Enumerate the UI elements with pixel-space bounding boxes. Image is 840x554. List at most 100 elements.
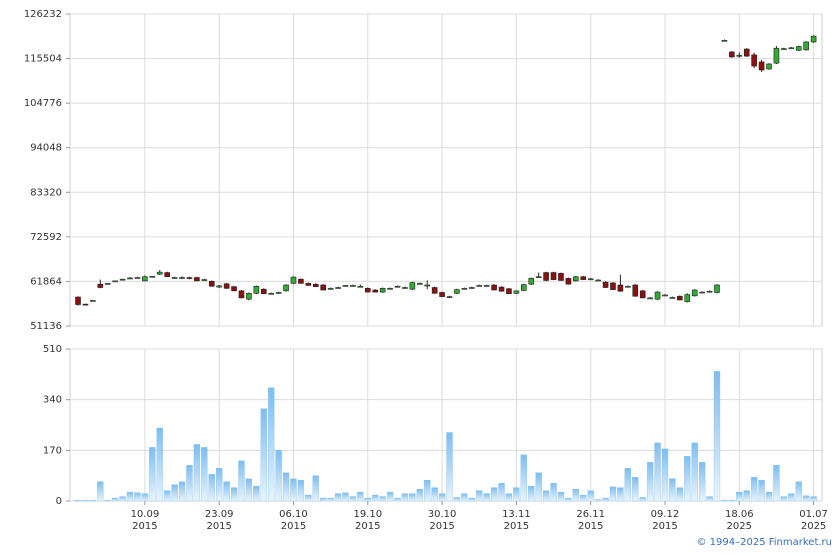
candle-body: [268, 293, 274, 295]
candle-body: [639, 290, 646, 299]
volume-bar: [82, 499, 89, 502]
candle-body: [758, 61, 765, 71]
y-tick-label: 94048: [30, 143, 62, 154]
volume-bar: [305, 494, 312, 502]
candle-body: [275, 292, 282, 294]
volume-bar: [245, 478, 253, 502]
candle-body: [684, 294, 691, 302]
volume-bar: [498, 482, 505, 502]
candle-body: [751, 54, 757, 67]
candle-body: [736, 54, 743, 57]
x-tick-label: 2025: [727, 521, 752, 532]
volume-bar: [528, 485, 535, 502]
volume-bar: [461, 493, 468, 502]
candle-body: [364, 288, 371, 293]
volume-bar: [639, 497, 646, 502]
x-tick-label: 2015: [652, 521, 677, 532]
volume-bar: [788, 493, 795, 502]
candle-body: [454, 289, 460, 294]
candle-body: [164, 272, 170, 278]
candle-body: [558, 273, 564, 281]
volume-bar: [713, 371, 721, 502]
volume-bar: [372, 494, 379, 502]
y2-tick-label: 170: [43, 445, 62, 456]
volume-bar: [253, 485, 260, 502]
panel-frame: [69, 13, 823, 327]
volume-bar: [468, 497, 475, 502]
x-tick-label: 18.06: [725, 509, 754, 520]
candle-body: [208, 280, 215, 287]
x-tick-label: 09.12: [651, 509, 680, 520]
candle-body: [424, 284, 431, 287]
credit: © 1994–2025 Finmarket.ru: [696, 537, 832, 548]
y2-tick-label: 0: [56, 496, 62, 507]
candle-body: [134, 277, 141, 279]
y-tick-label: 83320: [30, 187, 62, 198]
x-tick-label: 26.11: [576, 509, 605, 520]
candle-body: [491, 284, 497, 291]
candle-body: [625, 285, 631, 288]
candle-body: [810, 35, 817, 43]
candle-body: [535, 276, 542, 279]
candle-body: [699, 291, 705, 294]
x-tick-label: 13.11: [502, 509, 531, 520]
panel-frame: [69, 348, 823, 502]
candle-body: [766, 63, 772, 70]
candle-body: [112, 280, 118, 283]
volume-bar: [661, 448, 669, 502]
candle-body: [595, 279, 601, 282]
candle-body: [194, 277, 200, 282]
volume-bar: [275, 450, 282, 502]
volume-bar: [483, 493, 490, 502]
candle-body: [171, 277, 178, 279]
volume-bar: [320, 497, 327, 502]
volume-bar: [97, 481, 104, 502]
volume-bar: [691, 442, 698, 502]
x-tick-label: 2015: [504, 521, 529, 532]
volume-bar: [216, 468, 223, 502]
candle-body: [781, 48, 787, 50]
candle-body: [431, 287, 438, 294]
volume-bar: [349, 496, 357, 502]
candle-body: [290, 276, 297, 284]
candle-body: [543, 272, 549, 281]
candle-body: [669, 297, 676, 299]
candle-body: [231, 286, 237, 292]
volume-bar: [438, 493, 446, 502]
candle-body: [97, 283, 104, 288]
volume-bar: [572, 488, 579, 502]
candle-body: [677, 295, 683, 301]
volume-bar: [230, 487, 238, 502]
volume-bar: [379, 496, 386, 502]
candle-body: [350, 285, 356, 287]
candle-body: [387, 288, 393, 290]
candle-body: [90, 300, 96, 302]
x-tick-label: 23.09: [205, 509, 234, 520]
volume-bar: [810, 496, 817, 502]
x-tick-label: 2015: [578, 521, 603, 532]
candle-body: [476, 285, 483, 287]
volume-bar: [736, 491, 743, 502]
volume-bar: [409, 493, 416, 502]
candle-body: [305, 283, 312, 286]
volume-bar: [416, 488, 423, 502]
volume-bar: [617, 487, 624, 502]
candle-body: [253, 285, 260, 294]
candle-body: [238, 290, 245, 299]
volume-bar: [74, 499, 82, 502]
candle-body: [335, 287, 341, 289]
candle-body: [550, 272, 557, 280]
volume-bar: [112, 497, 119, 502]
volume-bar: [431, 487, 438, 502]
volume-bar: [193, 444, 201, 502]
volume-bar: [386, 491, 394, 502]
volume-bar: [260, 408, 267, 502]
candle-body: [312, 283, 319, 287]
volume-bar: [550, 482, 557, 502]
candle-body: [179, 277, 185, 279]
volume-bar: [223, 481, 230, 502]
candle-body: [156, 271, 163, 275]
candle-body: [706, 290, 713, 293]
volume-bar: [728, 499, 736, 502]
volume-bar: [334, 493, 342, 502]
